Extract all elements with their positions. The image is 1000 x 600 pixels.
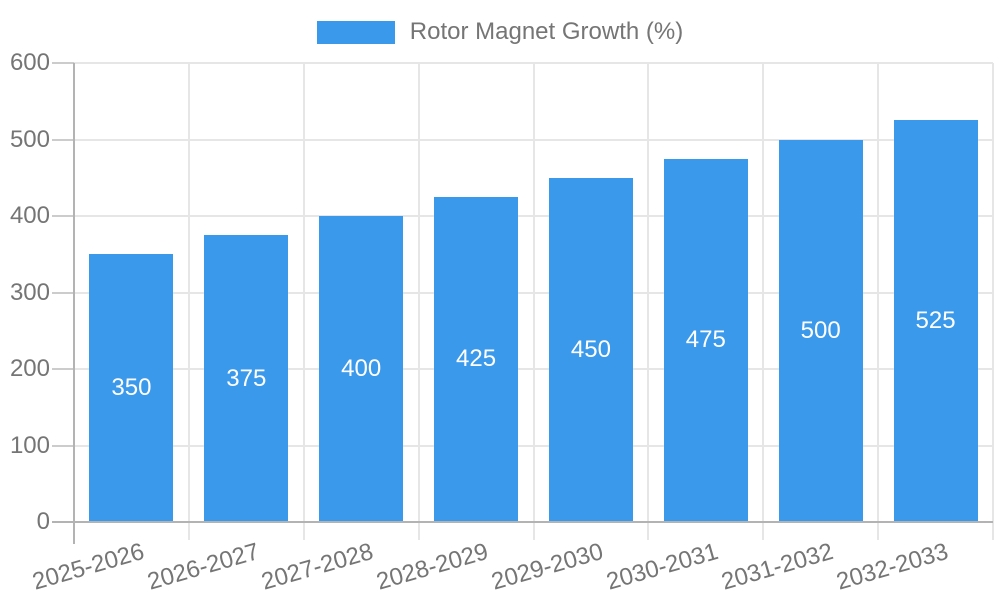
bar-value-label: 500 bbox=[800, 316, 841, 344]
y-axis-label: 500 bbox=[9, 125, 50, 153]
x-axis-baseline bbox=[74, 521, 993, 523]
y-axis-label: 100 bbox=[9, 431, 50, 459]
x-axis-label: 2029-2030 bbox=[488, 538, 607, 596]
y-axis-label: 300 bbox=[9, 278, 50, 306]
y-axis-tick bbox=[52, 444, 74, 447]
bar-value-label: 525 bbox=[915, 307, 956, 335]
x-gridline bbox=[992, 63, 994, 540]
x-gridline bbox=[647, 63, 650, 540]
bar-value-label: 475 bbox=[685, 326, 726, 354]
legend-label: Rotor Magnet Growth (%) bbox=[409, 18, 684, 45]
y-axis-label: 400 bbox=[9, 202, 50, 229]
bar[interactable]: 500 bbox=[778, 139, 863, 522]
bar-value-label: 450 bbox=[570, 335, 611, 363]
y-axis-tick bbox=[52, 368, 74, 370]
bar-value-label: 375 bbox=[226, 364, 267, 392]
y-axis-tick bbox=[52, 138, 74, 141]
x-axis-label: 2026-2027 bbox=[143, 538, 262, 596]
bar[interactable]: 350 bbox=[89, 254, 174, 522]
legend-swatch bbox=[316, 20, 395, 44]
bar-value-label: 400 bbox=[341, 355, 382, 382]
bar[interactable]: 425 bbox=[434, 196, 519, 522]
y-axis-label: 200 bbox=[9, 355, 50, 382]
bar[interactable]: 375 bbox=[204, 235, 289, 522]
x-axis-label: 2028-2029 bbox=[373, 538, 492, 596]
x-gridline bbox=[302, 63, 305, 540]
legend: Rotor Magnet Growth (%) bbox=[0, 18, 1000, 46]
x-axis-label: 2032-2033 bbox=[833, 538, 952, 596]
y-axis-tick bbox=[52, 291, 74, 294]
x-gridline bbox=[532, 63, 535, 540]
bar[interactable]: 475 bbox=[663, 158, 748, 522]
x-axis-label: 2031-2032 bbox=[718, 538, 837, 596]
bar[interactable]: 450 bbox=[548, 177, 633, 522]
x-axis-label: 2030-2031 bbox=[603, 538, 722, 596]
y-axis-tick bbox=[52, 521, 74, 523]
bar-value-label: 350 bbox=[111, 374, 152, 402]
x-axis-label: 2025-2026 bbox=[29, 538, 147, 596]
y-axis-label: 0 bbox=[36, 508, 50, 535]
bar-value-label: 425 bbox=[456, 345, 497, 373]
y-axis-label: 600 bbox=[9, 49, 50, 76]
x-gridline bbox=[762, 63, 765, 540]
bar[interactable]: 400 bbox=[319, 216, 404, 522]
y-axis-tick bbox=[52, 62, 74, 64]
x-gridline bbox=[877, 63, 880, 540]
bar[interactable]: 525 bbox=[893, 120, 978, 522]
x-gridline bbox=[417, 63, 420, 540]
x-axis-label: 2027-2028 bbox=[258, 538, 377, 596]
x-gridline bbox=[187, 63, 190, 540]
y-axis-line bbox=[73, 63, 75, 544]
legend-item[interactable]: Rotor Magnet Growth (%) bbox=[316, 18, 684, 46]
y-axis-tick bbox=[52, 215, 74, 217]
